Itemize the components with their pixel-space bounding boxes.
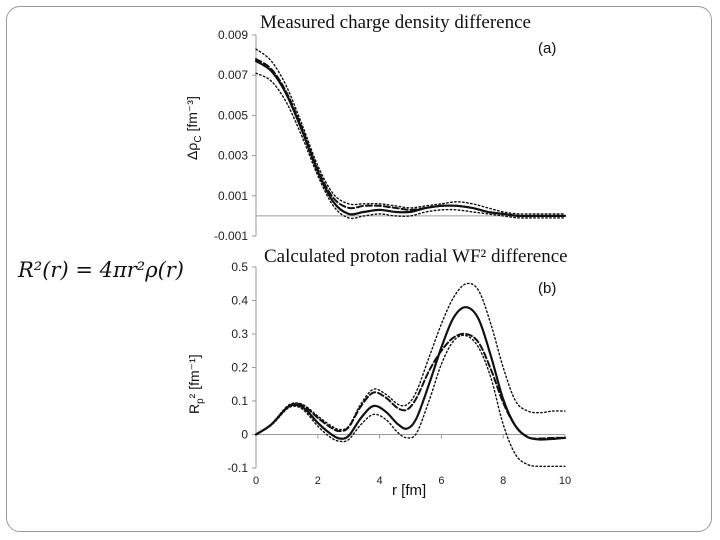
y-ticks-a: -0.001 0.001 0.003 0.005 0.007 0.009 (214, 28, 256, 243)
x-tick-label: 2 (315, 475, 321, 487)
y-tick-label: 0.005 (218, 108, 248, 122)
x-tick-label: 4 (377, 475, 383, 487)
panel-label-a: (a) (538, 40, 557, 57)
chart-panel-a: -0.001 0.001 0.003 0.005 0.007 0.009 (214, 28, 567, 243)
series-line-dotted-2 (255, 282, 566, 436)
y-tick-label: -0.1 (227, 461, 248, 475)
y-tick-label: 0 (241, 428, 248, 442)
y-tick-label: 0.4 (231, 294, 248, 308)
x-tick-label: 10 (559, 475, 571, 487)
series-line-dashed-1 (255, 332, 566, 440)
panel-label-b: (b) (538, 280, 557, 297)
y-axis-label-b: Rp² [fm⁻¹] (186, 354, 206, 414)
y-ticks-b: -0.1 0 0.1 0.2 0.3 0.4 0.5 (227, 260, 256, 475)
y-tick-label: 0.3 (231, 327, 248, 341)
y-axis-label-a: ΔρC [fm⁻³] (184, 96, 204, 160)
chart-title-b: Calculated proton radial WF² difference (264, 246, 568, 267)
series-line-solid-0 (254, 306, 567, 441)
x-ticks-b: 0 2 4 6 8 10 (253, 434, 571, 487)
x-axis-label-b: r [fm] (392, 482, 427, 499)
slide-frame (6, 6, 712, 532)
chart-panel-b: -0.1 0 0.1 0.2 0.3 0.4 0.5 0 2 4 6 8 10 (227, 260, 571, 487)
y-tick-label: 0.003 (218, 149, 248, 163)
x-tick-label: 6 (438, 475, 444, 487)
y-tick-label: 0.009 (218, 28, 248, 42)
series-line-dotted-3 (255, 72, 566, 220)
series-line-dotted-2 (255, 48, 566, 215)
y-tick-label: 0.2 (231, 361, 248, 375)
chart-title-a: Measured charge density difference (260, 12, 531, 33)
x-tick-label: 8 (500, 475, 506, 487)
y-tick-label: 0.001 (218, 189, 248, 203)
y-tick-label: 0.5 (231, 260, 248, 274)
series-group-a (254, 48, 567, 220)
y-tick-label: 0.007 (218, 68, 248, 82)
x-tick-label: 0 (253, 475, 259, 487)
series-line-solid-0 (254, 60, 567, 218)
y-tick-label: -0.001 (214, 229, 248, 243)
y-tick-label: 0.1 (231, 394, 248, 408)
series-line-dotted-3 (255, 334, 566, 468)
formula: R²(r) = 4πr²ρ(r) (18, 258, 184, 282)
series-line-dashed-1 (255, 58, 566, 218)
series-group-b (254, 282, 567, 468)
